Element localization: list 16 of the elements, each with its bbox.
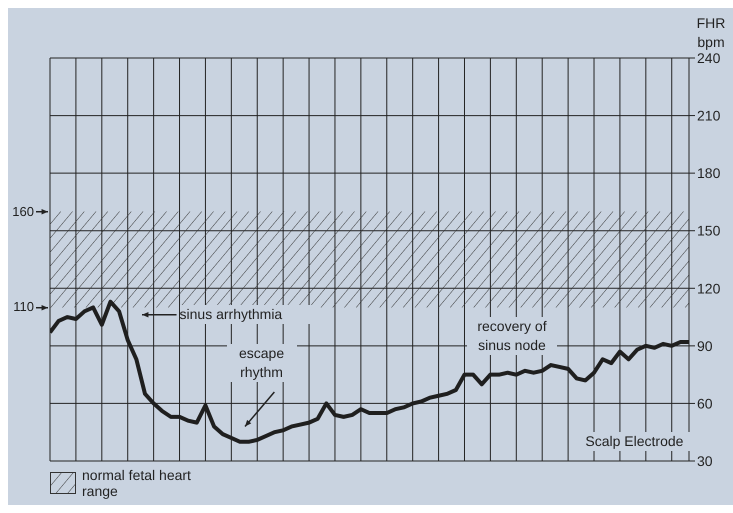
annotation: recovery of sinus node	[466, 316, 557, 355]
y-tick-label: 210	[697, 108, 721, 124]
y-tick-label: 90	[697, 338, 713, 354]
y-tick-label: 120	[697, 280, 721, 296]
annotation: escape rhythm	[226, 344, 297, 382]
legend-label: normal fetal heart range	[82, 467, 192, 499]
text: 160	[11, 202, 34, 221]
y-tick-label: 60	[697, 395, 713, 412]
y-axis-title: FHR bpm	[696, 14, 726, 52]
y-tick-label: 30	[697, 452, 713, 469]
annotation: sinus arrhythmia	[180, 305, 320, 324]
y-tick-label: 150	[697, 222, 721, 239]
y-tick-label: 240	[697, 50, 721, 66]
annotation: Scalp Electrode	[585, 432, 716, 451]
text: 110	[12, 298, 34, 316]
y-tick-label: 180	[697, 165, 721, 182]
